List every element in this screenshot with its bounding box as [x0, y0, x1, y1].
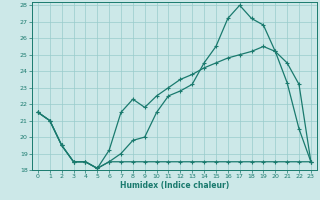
- X-axis label: Humidex (Indice chaleur): Humidex (Indice chaleur): [120, 181, 229, 190]
